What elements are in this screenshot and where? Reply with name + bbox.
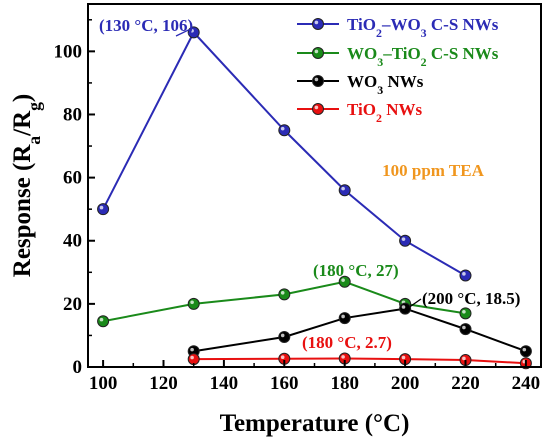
series-1 (97, 275, 472, 328)
series-0 (97, 26, 472, 282)
series-layer (97, 26, 532, 370)
series-line (193, 357, 526, 365)
legend-label: TiO2 NWs (347, 100, 422, 125)
series-line (102, 30, 466, 277)
data-point-highlight (341, 314, 345, 319)
data-point-highlight (280, 355, 285, 359)
x-tick-label: 100 (89, 373, 118, 394)
data-point-highlight (462, 356, 466, 361)
series-line (193, 307, 527, 353)
y-tick-label: 80 (63, 104, 82, 125)
data-point-highlight (99, 317, 104, 322)
y-tick-label: 0 (73, 357, 83, 378)
legend: TiO2–WO3 C-S NWs WO3–TiO2 C-S NWs WO3 NWs T… (297, 15, 499, 125)
axes: 100 120 140 160 180 200 220 240 0 20 40 60 80 100 Temp… (9, 3, 542, 437)
data-point (459, 307, 472, 320)
annotation-label: (200 °C, 18.5) (422, 289, 520, 308)
x-tick-label: 240 (512, 373, 541, 394)
data-point-highlight (99, 205, 104, 210)
data-point-highlight (462, 325, 466, 330)
legend-marker-highlight (314, 105, 319, 110)
y-tick-label: 60 (63, 168, 82, 189)
legend-entry: WO3 NWs (297, 72, 424, 97)
data-point-highlight (401, 305, 406, 309)
data-point (278, 288, 291, 301)
x-tick-label: 120 (149, 373, 178, 394)
legend-marker (312, 103, 324, 115)
annotation-label: (130 °C, 106) (99, 16, 193, 35)
data-point (187, 353, 200, 366)
x-tick-label: 220 (451, 373, 480, 394)
x-tick-label: 180 (330, 373, 359, 394)
legend-marker (312, 18, 324, 30)
data-point (278, 124, 291, 137)
data-point (338, 184, 351, 197)
annotation-leader (175, 28, 190, 37)
x-tick-label: 160 (270, 373, 299, 394)
legend-marker-highlight (314, 77, 319, 82)
data-point (338, 312, 351, 325)
legend-marker (312, 47, 324, 59)
data-point-highlight (462, 272, 466, 276)
legend-entry: TiO2 NWs (297, 100, 422, 125)
data-point (187, 297, 200, 310)
x-axis-title: Temperature (°C) (220, 410, 410, 437)
y-tick-label: 40 (63, 231, 82, 252)
data-point-highlight (401, 355, 406, 360)
annotation-label: (180 °C, 2.7) (302, 333, 392, 352)
data-point-highlight (341, 278, 345, 282)
annotation-leader (409, 298, 422, 308)
legend-label: TiO2–WO3 C-S NWs (347, 15, 499, 40)
data-point (459, 323, 472, 336)
data-point-highlight (190, 29, 194, 33)
data-point (278, 331, 291, 344)
annotation-label: (180 °C, 27) (313, 261, 399, 280)
legend-marker-highlight (314, 49, 319, 54)
data-point-highlight (341, 186, 345, 191)
data-point-highlight (190, 355, 194, 360)
data-point-highlight (190, 347, 194, 352)
data-point (519, 345, 532, 358)
x-tick-label: 140 (210, 373, 239, 394)
data-point (97, 315, 110, 328)
y-axis-title: Response (Ra/Rg) (9, 94, 44, 277)
y-tick-label: 20 (63, 294, 82, 315)
data-point-highlight (280, 333, 285, 338)
legend-marker (312, 75, 324, 87)
y-tick-label: 100 (54, 41, 83, 62)
legend-marker-highlight (314, 20, 319, 25)
legend-label: WO3 NWs (347, 72, 424, 97)
data-point-highlight (462, 309, 466, 314)
legend-entry: WO3–TiO2 C-S NWs (297, 44, 499, 69)
x-tick-label: 200 (391, 373, 420, 394)
series-3 (187, 352, 532, 370)
data-point-highlight (401, 237, 406, 241)
gas-condition-label: 100 ppm TEA (382, 161, 484, 180)
legend-entry: TiO2–WO3 C-S NWs (297, 15, 499, 40)
legend-label: WO3–TiO2 C-S NWs (347, 44, 499, 69)
data-point-highlight (522, 347, 527, 352)
data-point-highlight (341, 355, 345, 359)
data-point (459, 269, 472, 282)
data-point (399, 302, 412, 315)
data-point (399, 234, 412, 247)
data-point-highlight (280, 291, 285, 295)
data-point-highlight (280, 126, 285, 131)
series-line (102, 280, 466, 323)
data-point (97, 203, 110, 216)
annotations: (130 °C, 106) (180 °C, 27) (200 °C, 18.5) (… (99, 16, 520, 352)
data-point-highlight (190, 300, 194, 305)
